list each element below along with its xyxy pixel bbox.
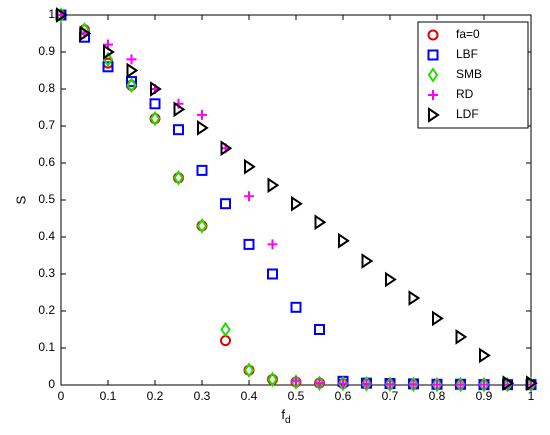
y-tick-label: 1 (48, 7, 55, 21)
marker (338, 232, 350, 249)
marker (408, 379, 419, 390)
x-tick-label: 0.9 (476, 389, 493, 403)
marker (267, 239, 278, 250)
marker (243, 362, 255, 379)
x-tick-label: 0.6 (335, 389, 352, 403)
marker (244, 158, 256, 175)
marker (428, 90, 438, 100)
marker (290, 374, 302, 390)
marker (196, 164, 208, 176)
marker (244, 191, 254, 202)
x-axis-label: fd (281, 407, 290, 425)
marker (149, 98, 161, 110)
marker (431, 376, 443, 393)
y-tick-label: 0.4 (38, 229, 55, 243)
x-tick-label: 0.8 (429, 389, 446, 403)
x-tick-label: 0.4 (241, 389, 258, 403)
x-tick-label: 0.7 (382, 389, 399, 403)
marker (479, 379, 489, 390)
marker (243, 238, 255, 250)
marker (432, 379, 442, 390)
marker (291, 195, 303, 212)
legend-label: LDF (456, 107, 479, 121)
marker (56, 7, 68, 23)
y-tick-label: 0.9 (38, 44, 55, 58)
x-tick-label: 0.2 (147, 389, 164, 403)
y-axis-label: S (13, 195, 28, 204)
marker (385, 379, 395, 390)
y-tick-label: 0.2 (38, 303, 55, 317)
marker (314, 375, 325, 391)
legend-label: RD (456, 87, 474, 101)
marker (314, 324, 325, 335)
marker (267, 268, 278, 280)
marker (220, 321, 231, 338)
legend-label: fa=0 (456, 27, 480, 41)
marker (338, 378, 348, 389)
marker (314, 378, 325, 389)
y-tick-label: 0.8 (38, 81, 55, 95)
marker (526, 375, 538, 392)
marker (290, 301, 302, 313)
y-tick-label: 0 (48, 377, 55, 391)
marker (267, 177, 280, 194)
marker (173, 124, 184, 136)
marker (149, 110, 161, 127)
marker (126, 54, 137, 65)
marker (150, 81, 162, 97)
marker (173, 169, 184, 186)
marker (408, 290, 421, 306)
marker (385, 271, 397, 288)
marker (427, 49, 439, 61)
marker (314, 214, 327, 231)
marker (196, 218, 208, 234)
marker (197, 109, 207, 120)
marker (126, 62, 139, 79)
series (56, 7, 538, 392)
marker (197, 119, 209, 136)
marker (79, 25, 92, 42)
marker (427, 29, 439, 41)
marker (220, 198, 231, 210)
y-tick-label: 0.6 (38, 155, 55, 169)
marker (408, 376, 419, 393)
marker (102, 61, 114, 73)
legend-label: SMB (456, 67, 482, 81)
marker (126, 76, 137, 88)
marker (361, 376, 372, 392)
y-tick-label: 0.3 (38, 266, 55, 280)
marker (361, 378, 372, 389)
marker (126, 77, 137, 94)
marker (361, 253, 374, 269)
marker (267, 371, 278, 388)
x-label-main: f (281, 407, 285, 422)
marker (455, 329, 468, 345)
x-tick-label: 0 (58, 389, 65, 403)
marker (173, 101, 186, 118)
legend-label: LBF (456, 47, 478, 61)
y-tick-label: 0.7 (38, 118, 55, 132)
marker (384, 376, 396, 393)
x-label-sub: d (285, 415, 291, 426)
marker (291, 376, 301, 387)
marker (479, 347, 491, 364)
marker (337, 375, 349, 392)
marker (455, 379, 466, 390)
marker (103, 44, 115, 60)
marker (427, 67, 439, 83)
x-tick-label: 1 (528, 389, 535, 403)
x-tick-label: 0.1 (100, 389, 117, 403)
marker (220, 140, 233, 157)
marker (455, 376, 466, 393)
marker (502, 375, 515, 392)
x-tick-label: 0.3 (194, 389, 211, 403)
x-tick-label: 0.5 (288, 389, 305, 403)
y-tick-label: 0.5 (38, 192, 55, 206)
marker (478, 376, 490, 393)
marker (428, 107, 440, 123)
marker (432, 310, 444, 327)
y-tick-label: 0.1 (38, 340, 55, 354)
